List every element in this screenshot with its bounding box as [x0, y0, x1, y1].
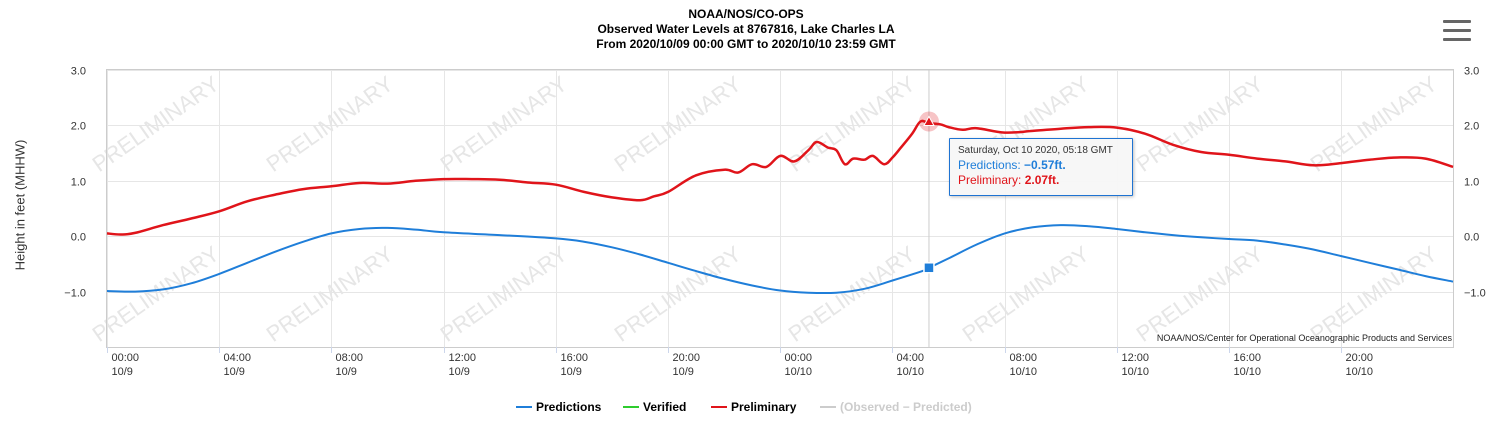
watermark-text: PRELIMINARY	[610, 71, 746, 177]
x-tick-date: 10/9	[112, 366, 133, 378]
watermark-text: PRELIMINARY	[436, 241, 572, 347]
hover-markers	[918, 111, 939, 274]
legend-swatch-observed-minus-predicted	[820, 406, 836, 408]
y-tick-label-right: 1.0	[1464, 177, 1479, 189]
series-line-predictions	[106, 224, 1454, 295]
credit-text: NOAA/NOS/Center for Operational Oceanogr…	[1156, 333, 1452, 343]
y-tick-label-right: −1.0	[1464, 288, 1486, 300]
y-tick-label-right: 2.0	[1464, 121, 1479, 133]
x-tick-date: 10/10	[1122, 366, 1150, 378]
watermark-text: PRELIMINARY	[436, 71, 572, 177]
x-tick-date: 10/10	[1010, 366, 1038, 378]
x-tick-time: 16:00	[561, 352, 589, 364]
x-tick-time: 12:00	[449, 352, 477, 364]
x-tick-date: 10/9	[673, 366, 694, 378]
x-tick-time: 12:00	[1122, 352, 1150, 364]
tooltip-preliminary-value: 2.07ft.	[1024, 173, 1060, 187]
watermark-text: PRELIMINARY	[784, 241, 920, 347]
x-tick-date: 10/9	[336, 366, 357, 378]
watermark-text: PRELIMINARY	[1306, 241, 1442, 347]
legend-swatch-preliminary	[711, 406, 727, 408]
x-tick-time: 04:00	[897, 352, 925, 364]
y-ticks-left: 3.0 2.0 1.0 0.0 −1.0	[64, 66, 86, 300]
legend-label-verified: Verified	[643, 400, 687, 414]
grid-lines	[107, 70, 1453, 347]
hover-marker-preliminary	[923, 115, 935, 127]
x-tick-date: 10/9	[561, 366, 582, 378]
watermark-text: PRELIMINARY	[262, 241, 398, 347]
x-tick-time: 20:00	[1346, 352, 1374, 364]
x-tick-time: 08:00	[1010, 352, 1038, 364]
x-tick-date: 10/9	[224, 366, 245, 378]
x-tick-time: 00:00	[785, 352, 813, 364]
y-ticks-right: 3.0 2.0 1.0 0.0 −1.0	[1464, 66, 1486, 300]
watermark-text: PRELIMINARY	[958, 241, 1094, 347]
watermark-text: PRELIMINARY	[1132, 241, 1268, 347]
series-layer	[106, 119, 1454, 295]
watermark-text: PRELIMINARY	[784, 71, 920, 177]
y-tick-label: 2.0	[71, 121, 86, 133]
tooltip-predictions-value: −0.57ft.	[1024, 158, 1066, 172]
tooltip-predictions-label: Predictions:	[958, 158, 1021, 172]
x-tick-time: 16:00	[1234, 352, 1262, 364]
x-ticks: 00:00 10/9 04:00 10/9 08:00 10/9 12:00 10/9 16:0…	[107, 347, 1374, 378]
watermark-text: PRELIMINARY	[610, 241, 746, 347]
x-tick-time: 04:00	[224, 352, 252, 364]
watermark-layer: PRELIMINARY PRELIMINARY PRELIMINARY PRELIMI…	[88, 71, 1442, 347]
y-tick-label: 1.0	[71, 177, 86, 189]
watermark-text: PRELIMINARY	[1306, 71, 1442, 177]
legend-label-predictions: Predictions	[536, 400, 602, 414]
tooltip-preliminary: Preliminary: 2.07ft.	[958, 173, 1132, 188]
watermark-text: PRELIMINARY	[88, 241, 224, 347]
tooltip-date: Saturday, Oct 10 2020, 05:18 GMT	[958, 145, 1113, 156]
watermark-text: PRELIMINARY	[88, 71, 224, 177]
legend-label-observed-minus-predicted: (Observed − Predicted)	[840, 400, 972, 414]
y-tick-label-right: 0.0	[1464, 232, 1479, 244]
legend: Predictions Verified Preliminary (Observ…	[0, 399, 1492, 417]
x-tick-time: 20:00	[673, 352, 701, 364]
title-line-2: Observed Water Levels at 8767816, Lake C…	[597, 22, 895, 36]
y-tick-label-right: 3.0	[1464, 66, 1479, 78]
x-tick-date: 10/10	[785, 366, 813, 378]
x-tick-time: 08:00	[336, 352, 364, 364]
legend-label-preliminary: Preliminary	[731, 400, 797, 414]
watermark-text: PRELIMINARY	[1132, 71, 1268, 177]
tooltip-preliminary-label: Preliminary:	[958, 173, 1022, 187]
y-tick-label: 3.0	[71, 66, 86, 78]
x-tick-date: 10/9	[449, 366, 470, 378]
tooltip-predictions: Predictions: −0.57ft.	[958, 158, 1132, 173]
chart-title: NOAA/NOS/CO-OPS Observed Water Levels at…	[0, 7, 1492, 52]
watermark-text: PRELIMINARY	[262, 71, 398, 177]
legend-swatch-predictions	[516, 406, 532, 408]
x-tick-time: 00:00	[112, 352, 140, 364]
x-tick-date: 10/10	[1234, 366, 1262, 378]
hover-marker-predictions	[923, 262, 935, 274]
hamburger-icon[interactable]	[1443, 18, 1471, 44]
x-tick-date: 10/10	[897, 366, 925, 378]
legend-swatch-verified	[623, 406, 639, 408]
x-tick-date: 10/10	[1346, 366, 1374, 378]
y-tick-label: 0.0	[71, 232, 86, 244]
title-line-1: NOAA/NOS/CO-OPS	[688, 7, 804, 21]
y-tick-label: −1.0	[64, 288, 86, 300]
title-line-3: From 2020/10/09 00:00 GMT to 2020/10/10 …	[596, 37, 896, 51]
series-line-preliminary	[106, 119, 1454, 236]
hover-tooltip: Saturday, Oct 10 2020, 05:18 GMT Predict…	[949, 138, 1133, 196]
